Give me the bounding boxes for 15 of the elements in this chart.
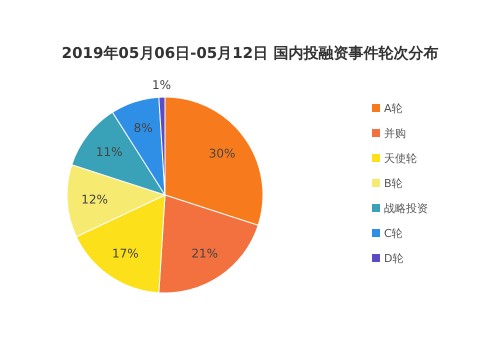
data-label: 11% [96, 144, 123, 159]
data-label: 21% [191, 246, 218, 260]
legend-label: D轮 [384, 252, 404, 265]
legend-label: B轮 [384, 177, 403, 190]
legend-label: A轮 [384, 102, 403, 115]
legend-label: 天使轮 [384, 152, 417, 165]
data-label: 30% [208, 146, 236, 161]
data-label: 8% [134, 120, 153, 135]
legend-label: 并购 [384, 127, 406, 140]
chart-title: 2019年05月06日-05月12日 国内投融资事件轮次分布 [62, 44, 438, 62]
data-label: 12% [81, 192, 108, 206]
legend-label: 战略投资 [384, 202, 428, 215]
data-label: 17% [112, 246, 139, 260]
legend-label: C轮 [384, 227, 403, 240]
data-label: 1% [152, 78, 172, 92]
